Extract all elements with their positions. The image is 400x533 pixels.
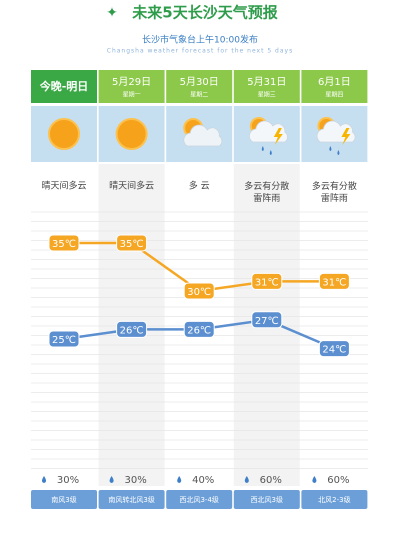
wind-bg [31, 490, 97, 509]
header [166, 70, 233, 103]
temp-marker [48, 330, 80, 348]
wind: 南风转北风3级 [108, 495, 154, 504]
wind: 北风2-3级 [318, 495, 350, 504]
rain [329, 146, 340, 155]
drop [177, 476, 182, 483]
header [98, 70, 165, 103]
temp-label: 26℃ [120, 325, 144, 336]
bolt [341, 128, 351, 145]
temp-marker [116, 320, 148, 338]
temp-marker [116, 234, 148, 252]
wind: 西北风3-4级 [179, 495, 218, 504]
temp-label: 31℃ [255, 277, 279, 288]
temp-label: 27℃ [255, 316, 279, 327]
temp-label: 30℃ [187, 287, 211, 298]
temp-marker [251, 311, 283, 329]
sun [48, 118, 80, 150]
drop [109, 476, 114, 483]
cloud-shape [183, 124, 223, 147]
date: 6月1日 [318, 76, 351, 88]
temp-label: 24℃ [322, 345, 346, 356]
date: 5月30日 [180, 76, 219, 88]
condition-line: 雷阵雨 [253, 192, 280, 204]
weekday: 星期四 [325, 91, 343, 99]
wind-bg [98, 490, 165, 509]
temp-marker [318, 340, 350, 358]
drop [312, 476, 317, 483]
wind: 西北风3级 [251, 495, 283, 504]
temp-label: 35℃ [52, 239, 76, 250]
precipitation: 60% [260, 475, 282, 486]
wind-bg [301, 490, 368, 509]
condition-line: 多云有分散 [244, 180, 289, 192]
temp-marker [183, 320, 215, 338]
subtitle: 长沙市气象台上午10:00发布 [142, 34, 258, 46]
header [31, 70, 97, 103]
precipitation: 60% [327, 475, 349, 486]
condition: 晴天间多云 [109, 180, 154, 192]
wind-bg [233, 490, 300, 509]
weekday: 星期二 [190, 91, 208, 99]
condition: 多 云 [189, 180, 210, 192]
condition-line: 多云有分散 [312, 180, 357, 192]
subtitle-en: Changsha weather forecast for the next 5… [107, 48, 293, 55]
weekday: 星期三 [258, 91, 276, 99]
condition: 多云有分散雷阵雨 [312, 180, 357, 204]
header [233, 70, 300, 103]
temp-label: 35℃ [120, 239, 144, 250]
cloud [183, 124, 223, 147]
temp-label: 25℃ [52, 335, 76, 346]
drop [42, 476, 46, 483]
precipitation: 30% [124, 475, 146, 486]
precipitation: 40% [192, 475, 214, 486]
rain [261, 146, 272, 155]
date: 5月29日 [112, 76, 151, 88]
wind-bg [166, 490, 233, 509]
header [301, 70, 368, 103]
temp-marker [48, 234, 80, 252]
drop [244, 476, 249, 483]
wind: 南风3级 [51, 495, 76, 504]
temp-label: 26℃ [187, 325, 211, 336]
sun [115, 118, 148, 150]
title-star: ✦ [106, 5, 118, 21]
date: 今晚-明日 [39, 79, 89, 93]
temp-marker [183, 282, 215, 300]
weekday: 星期一 [123, 91, 141, 99]
condition-line: 雷阵雨 [321, 192, 348, 204]
precipitation: 30% [57, 475, 79, 486]
date: 5月31日 [247, 76, 286, 88]
bolt [273, 128, 283, 145]
title: 未来5天长沙天气预报 [131, 4, 277, 22]
temp-label: 31℃ [322, 277, 346, 288]
temp-marker [318, 272, 350, 290]
condition: 晴天间多云 [41, 180, 86, 192]
condition: 多云有分散雷阵雨 [244, 180, 289, 204]
temp-marker [251, 272, 283, 290]
